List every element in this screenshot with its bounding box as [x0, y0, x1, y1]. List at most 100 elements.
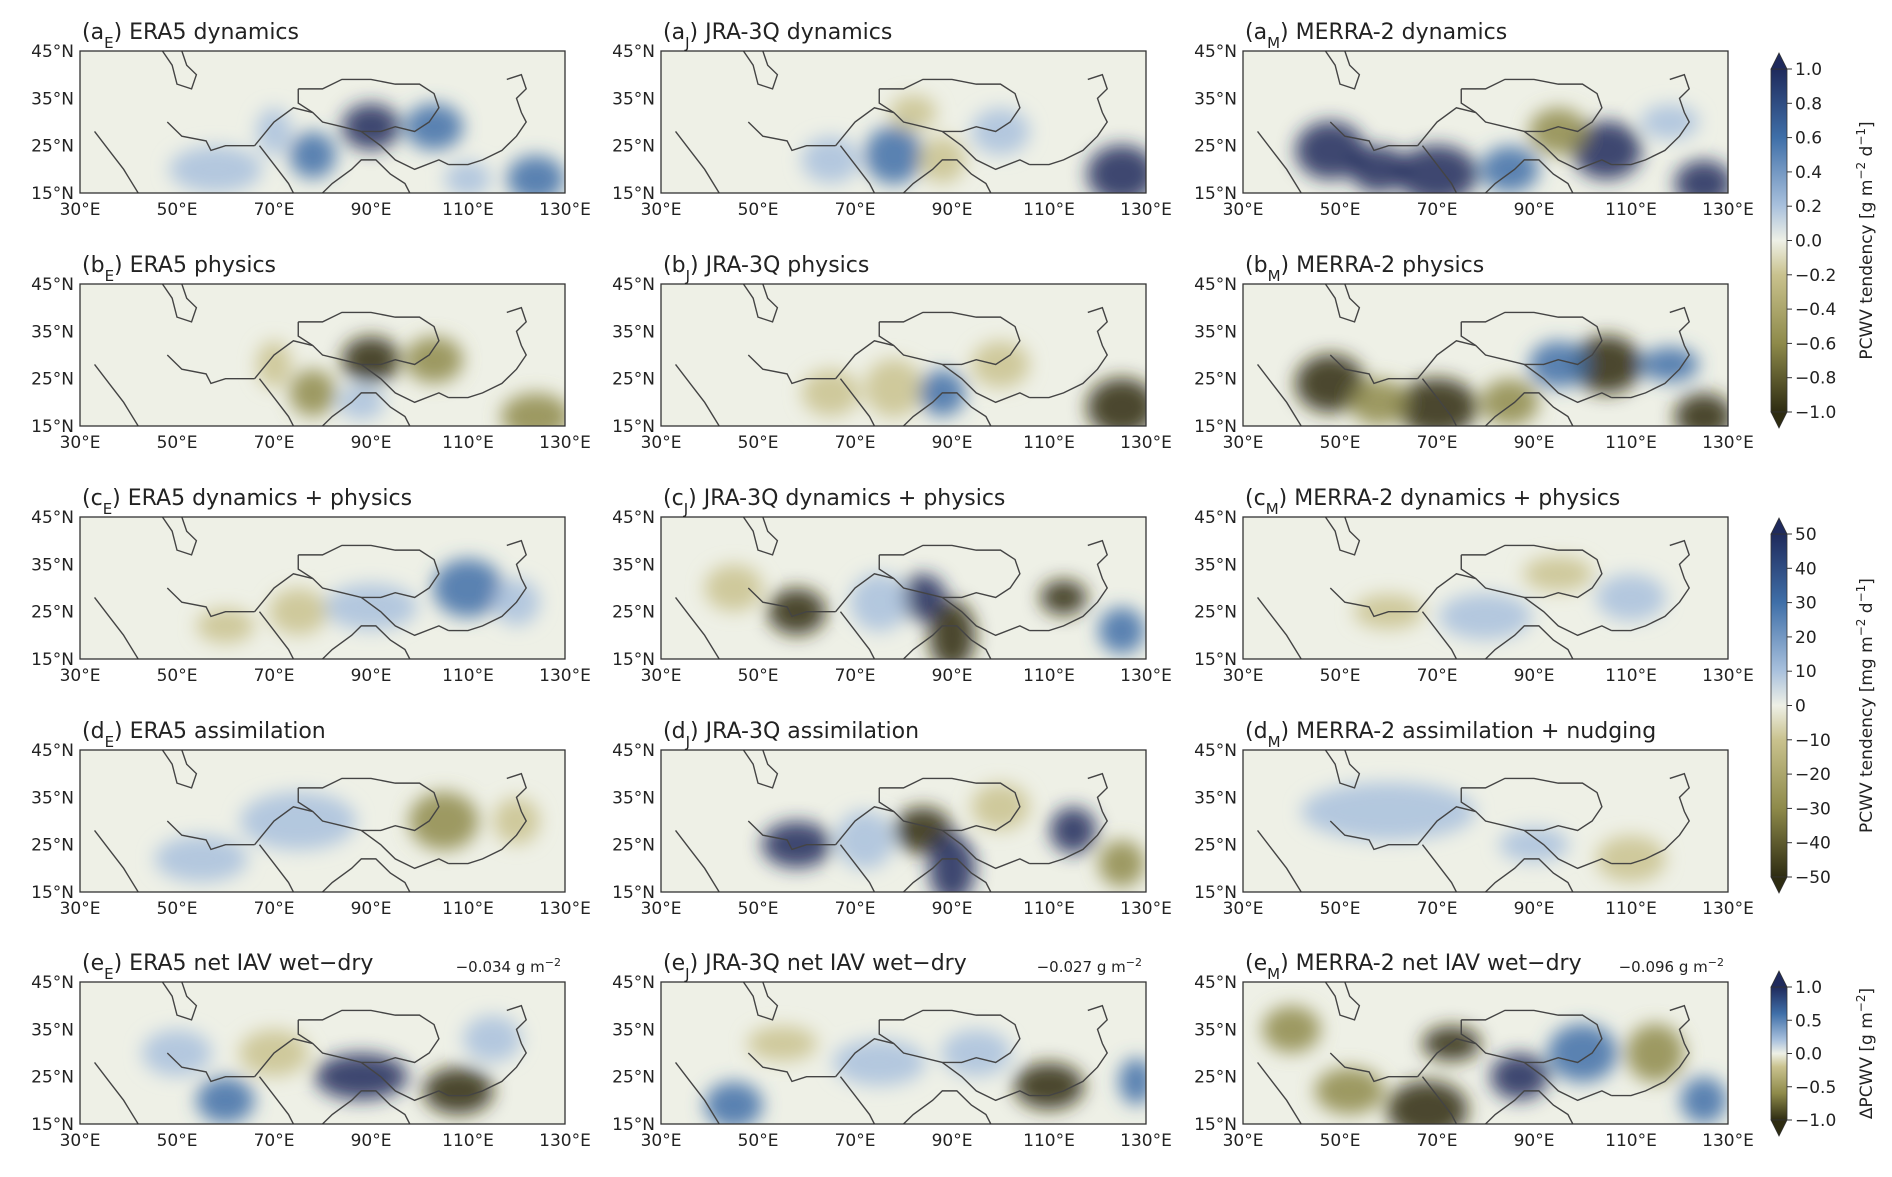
anomaly-blob	[433, 558, 503, 618]
text-part: (c	[82, 486, 103, 511]
lon-label: 90°E	[351, 200, 392, 220]
contours	[704, 1026, 1146, 1124]
outline	[742, 284, 779, 323]
outline	[839, 378, 876, 426]
text-part: ]	[1857, 988, 1877, 995]
lon-label: 50°E	[1320, 200, 1361, 220]
lon-label: 70°E	[254, 1131, 295, 1151]
anomaly-blob	[1571, 335, 1642, 394]
map-frame	[1242, 749, 1729, 893]
panel-title: (cJ) JRA-3Q dynamics + physics	[663, 486, 1005, 518]
map-frame	[79, 749, 566, 893]
outline	[360, 596, 449, 637]
outline	[1421, 611, 1458, 659]
lon-label: 50°E	[1320, 899, 1361, 919]
lat-label: 45°N	[31, 42, 74, 62]
outline	[941, 596, 1030, 637]
map-field	[661, 750, 1146, 892]
outline	[747, 587, 836, 618]
anomaly-blob	[444, 161, 492, 193]
anomaly-blob	[1098, 840, 1146, 887]
anomaly-blob	[289, 131, 337, 179]
outline	[448, 772, 528, 865]
map-panel: (aM) MERRA-2 dynamics 45°N 35°N 25°N 15°N30°…	[1194, 20, 1754, 220]
anomaly-blob	[1396, 144, 1478, 193]
outline	[93, 830, 139, 892]
anomaly-blob	[324, 583, 418, 631]
outline	[322, 159, 411, 193]
anomaly-blob	[408, 791, 479, 851]
text-part: PCWV tendency [g m	[1857, 180, 1877, 360]
lat-label: 25°N	[612, 1068, 655, 1088]
map-frame	[1242, 283, 1729, 427]
outline	[1329, 587, 1418, 618]
lon-label: 70°E	[254, 200, 295, 220]
map-panel: (bM) MERRA-2 physics 45°N 35°N 25°N 15°N30°E…	[1194, 253, 1754, 453]
outline	[360, 130, 449, 171]
outline	[322, 392, 411, 426]
lon-label: 90°E	[932, 433, 973, 453]
outline	[322, 858, 411, 892]
lon-label: 30°E	[1223, 200, 1264, 220]
lat-label: 45°N	[1194, 508, 1237, 528]
map-field	[1243, 51, 1728, 193]
lon-label: 70°E	[1417, 200, 1458, 220]
lat-label: 15°N	[612, 883, 655, 903]
contours	[1262, 1006, 1728, 1124]
anomaly-blob	[704, 1081, 763, 1124]
outline	[1417, 340, 1476, 380]
text-part: −2	[1854, 994, 1868, 1012]
anomaly-blob	[1086, 144, 1146, 193]
contours	[169, 103, 565, 193]
lon-label: 130°E	[1120, 666, 1172, 686]
text-part: −0.096 g m	[1619, 958, 1708, 976]
lon-label: 130°E	[539, 666, 591, 686]
anomaly-blob	[1262, 1006, 1321, 1053]
lon-label: 50°E	[738, 200, 779, 220]
map-frame	[79, 283, 566, 427]
contours	[761, 783, 1146, 892]
outline	[878, 777, 1021, 832]
colorbar-extend	[1770, 517, 1788, 535]
lat-label: 15°N	[31, 1115, 74, 1135]
outline	[93, 131, 139, 193]
lon-label: 110°E	[442, 666, 494, 686]
panel-title: (dJ) JRA-3Q assimilation	[663, 719, 919, 751]
outline	[1417, 1038, 1476, 1078]
outline	[258, 145, 295, 193]
lon-label: 50°E	[157, 666, 198, 686]
outline	[1324, 284, 1361, 323]
text-part: ) MERRA-2 assimilation + nudging	[1281, 719, 1657, 744]
lon-label: 110°E	[442, 200, 494, 220]
text-part: ) ERA5 dynamics	[114, 20, 299, 45]
colorbar-tick-label: −10	[1795, 731, 1831, 751]
text-part: (c	[1245, 486, 1266, 511]
outline	[1417, 573, 1476, 613]
anomaly-blob	[1674, 393, 1728, 426]
panel-title: (bM) MERRA-2 physics	[1245, 253, 1484, 285]
anomaly-blob	[1295, 121, 1366, 180]
outline	[161, 982, 198, 1021]
map-field	[80, 284, 565, 426]
anomaly-blob	[1118, 1058, 1146, 1105]
map-panel: (cM) MERRA-2 dynamics + physics 45°N 35°N 2…	[1194, 486, 1754, 686]
lon-label: 70°E	[1417, 1131, 1458, 1151]
outline	[448, 306, 528, 399]
outline	[297, 1009, 440, 1064]
outline	[1029, 539, 1109, 632]
lon-label: 50°E	[157, 433, 198, 453]
text-part: ) MERRA-2 dynamics	[1280, 20, 1507, 45]
lon-label: 130°E	[539, 200, 591, 220]
anomaly-blob	[1086, 377, 1146, 426]
text-part: M	[1267, 965, 1280, 983]
text-part: −2	[1854, 619, 1868, 637]
outline	[1460, 1009, 1603, 1064]
text-part: E	[105, 733, 114, 751]
panel-title: (eM) MERRA-2 net IAV wet−dry	[1245, 951, 1582, 983]
anomaly-blob	[1314, 1067, 1385, 1115]
colorbar-extend	[1770, 411, 1788, 429]
text-part: ) ERA5 assimilation	[114, 719, 326, 744]
text-part: (c	[663, 486, 684, 511]
text-part: ) MERRA-2 dynamics + physics	[1279, 486, 1621, 511]
text-part: PCWV tendency [mg m	[1857, 636, 1877, 833]
